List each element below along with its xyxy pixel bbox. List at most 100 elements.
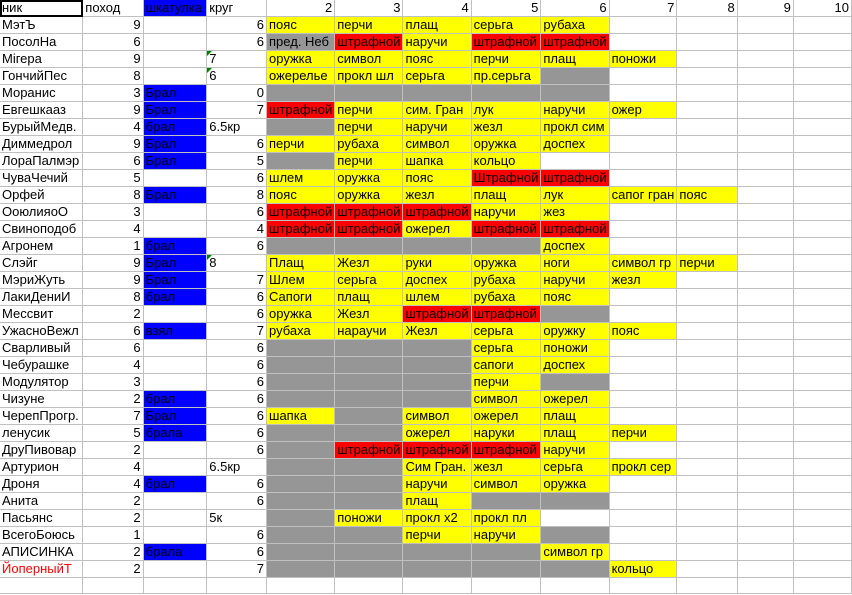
pohod-cell[interactable]: 8: [82, 288, 144, 306]
empty-cell[interactable]: [676, 526, 738, 544]
empty-cell[interactable]: [737, 322, 794, 340]
item-cell[interactable]: оружка: [540, 475, 610, 493]
item-cell[interactable]: штрафной: [266, 203, 336, 221]
item-cell[interactable]: плащ: [334, 288, 404, 306]
box-cell[interactable]: [143, 305, 208, 323]
box-cell[interactable]: брала: [143, 424, 208, 442]
item-cell[interactable]: [402, 356, 472, 374]
krug-cell[interactable]: 6.5кр: [206, 118, 268, 136]
box-cell[interactable]: брал: [143, 390, 208, 408]
box-cell[interactable]: брал: [143, 237, 208, 255]
item-cell[interactable]: жезл: [471, 118, 542, 136]
box-cell[interactable]: брала: [143, 543, 208, 561]
item-cell[interactable]: сапог гран: [609, 186, 678, 204]
item-cell[interactable]: [402, 560, 472, 578]
item-cell[interactable]: [402, 373, 472, 391]
item-cell[interactable]: наруки: [471, 424, 542, 442]
krug-cell[interactable]: 6: [206, 16, 268, 34]
item-cell[interactable]: штрафной: [402, 305, 472, 323]
empty-cell[interactable]: [793, 67, 852, 85]
item-cell[interactable]: пред. Неб: [266, 33, 336, 51]
empty-cell[interactable]: [793, 492, 852, 510]
item-cell[interactable]: оружка: [471, 254, 542, 272]
name-cell[interactable]: ЙоперныйТ: [0, 560, 84, 578]
item-cell[interactable]: доспех: [402, 271, 472, 289]
empty-cell[interactable]: [676, 373, 738, 391]
empty-cell[interactable]: [793, 152, 852, 170]
empty-cell[interactable]: [676, 118, 738, 136]
empty-cell[interactable]: [82, 577, 144, 594]
empty-cell[interactable]: [793, 135, 852, 153]
item-cell[interactable]: [540, 526, 610, 544]
item-cell[interactable]: оружку: [540, 322, 610, 340]
name-cell[interactable]: Сварливый: [0, 339, 84, 357]
header-cell[interactable]: 9: [737, 0, 794, 17]
box-cell[interactable]: Брал: [143, 101, 208, 119]
empty-cell[interactable]: [737, 509, 794, 527]
empty-cell[interactable]: [402, 577, 472, 594]
item-cell[interactable]: [266, 390, 336, 408]
empty-cell[interactable]: [793, 118, 852, 136]
name-cell[interactable]: ГончийПес: [0, 67, 84, 85]
header-cell[interactable]: поход: [82, 0, 144, 17]
krug-cell[interactable]: 6: [206, 203, 268, 221]
empty-cell[interactable]: [793, 390, 852, 408]
item-cell[interactable]: [334, 407, 404, 425]
box-cell[interactable]: [143, 373, 208, 391]
pohod-cell[interactable]: 2: [82, 543, 144, 561]
name-cell[interactable]: Евгешкааз: [0, 101, 84, 119]
item-cell[interactable]: наручи: [402, 475, 472, 493]
item-cell[interactable]: пояс: [266, 186, 336, 204]
empty-cell[interactable]: [676, 50, 738, 68]
item-cell[interactable]: [334, 339, 404, 357]
krug-cell[interactable]: 6: [206, 441, 268, 459]
item-cell[interactable]: прокл сер: [609, 458, 678, 476]
item-cell[interactable]: штрафной: [266, 101, 336, 119]
empty-cell[interactable]: [793, 16, 852, 34]
item-cell[interactable]: серьга: [402, 67, 472, 85]
krug-cell[interactable]: 7: [206, 101, 268, 119]
krug-cell[interactable]: 6.5кр: [206, 458, 268, 476]
empty-cell[interactable]: [793, 509, 852, 527]
empty-cell[interactable]: [737, 492, 794, 510]
krug-cell[interactable]: 6: [206, 135, 268, 153]
item-cell[interactable]: Шлем: [266, 271, 336, 289]
item-cell[interactable]: штрафной: [402, 441, 472, 459]
item-cell[interactable]: [334, 543, 404, 561]
item-cell[interactable]: [266, 424, 336, 442]
krug-cell[interactable]: 8: [206, 186, 268, 204]
empty-cell[interactable]: [737, 152, 794, 170]
empty-cell[interactable]: [676, 577, 738, 594]
empty-cell[interactable]: [737, 186, 794, 204]
item-cell[interactable]: [471, 492, 542, 510]
pohod-cell[interactable]: 4: [82, 458, 144, 476]
item-cell[interactable]: ожерел: [471, 407, 542, 425]
item-cell[interactable]: [266, 356, 336, 374]
empty-cell[interactable]: [609, 543, 678, 561]
empty-cell[interactable]: [676, 305, 738, 323]
item-cell[interactable]: Жезл: [334, 254, 404, 272]
name-cell[interactable]: ДруПивовар: [0, 441, 84, 459]
header-cell[interactable]: 8: [676, 0, 738, 17]
empty-cell[interactable]: [737, 424, 794, 442]
krug-cell[interactable]: 6: [206, 424, 268, 442]
empty-cell[interactable]: [737, 526, 794, 544]
item-cell[interactable]: шлем: [266, 169, 336, 187]
name-cell[interactable]: ЧуваЧечий: [0, 169, 84, 187]
krug-cell[interactable]: 7: [206, 560, 268, 578]
empty-cell[interactable]: [737, 254, 794, 272]
item-cell[interactable]: пояс: [402, 50, 472, 68]
item-cell[interactable]: символ гр: [540, 543, 610, 561]
name-cell[interactable]: ленусик: [0, 424, 84, 442]
item-cell[interactable]: [266, 373, 336, 391]
name-cell[interactable]: Чизуне: [0, 390, 84, 408]
header-cell[interactable]: круг: [206, 0, 268, 17]
empty-cell[interactable]: [676, 203, 738, 221]
pohod-cell[interactable]: 2: [82, 441, 144, 459]
pohod-cell[interactable]: 4: [82, 356, 144, 374]
pohod-cell[interactable]: 2: [82, 560, 144, 578]
item-cell[interactable]: [402, 339, 472, 357]
item-cell[interactable]: серьга: [471, 322, 542, 340]
name-cell[interactable]: Чебурашке: [0, 356, 84, 374]
krug-cell[interactable]: 6: [206, 475, 268, 493]
